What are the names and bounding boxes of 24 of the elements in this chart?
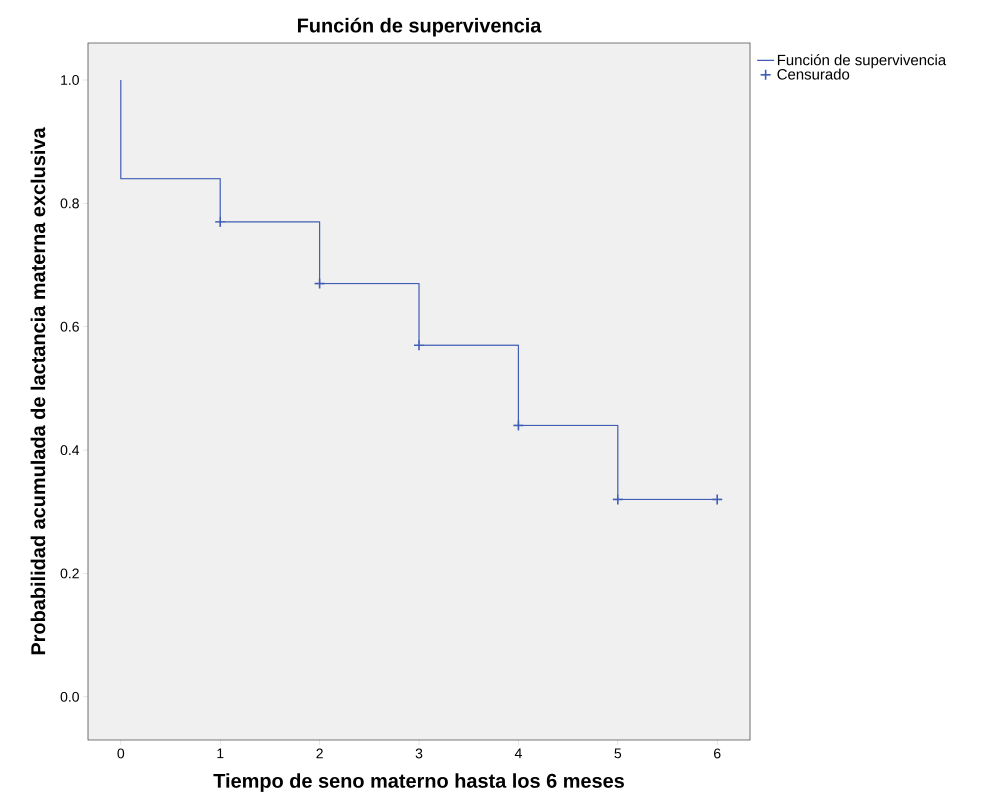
point: [413, 339, 425, 352]
y-axis-title: Probabilidad acumulada de lactancia materna exclusiva: [30, 127, 46, 654]
x-tick-label: 1: [217, 748, 224, 758]
point: [711, 494, 724, 506]
point: [214, 216, 226, 228]
legend-label: Función de supervivencia: [778, 54, 946, 68]
x-tick-label: 6: [714, 748, 720, 758]
point: [612, 494, 624, 506]
legend-label: Censurado: [777, 68, 850, 80]
x-tick-label: 2: [316, 748, 323, 758]
x-tick-label: 3: [416, 748, 422, 758]
x-tick-label: 5: [614, 748, 622, 758]
y-tick-label: 0.4: [60, 445, 80, 456]
y-tick-label: 0.6: [60, 322, 79, 332]
y-tick-label: 1.0: [61, 75, 79, 85]
y-tick-label: 0.0: [60, 692, 79, 702]
x-tick-label: 4: [514, 748, 522, 758]
y-tick-label: 0.8: [60, 198, 79, 208]
chart-title: Función de supervivencia: [298, 18, 542, 37]
x-axis-title: Tiempo de seno materno hasta los 6 meses: [213, 773, 624, 792]
y-tick-label: 0.2: [60, 568, 79, 578]
point: [512, 420, 524, 432]
x-tick-label: 0: [117, 748, 124, 758]
point: [314, 278, 326, 290]
